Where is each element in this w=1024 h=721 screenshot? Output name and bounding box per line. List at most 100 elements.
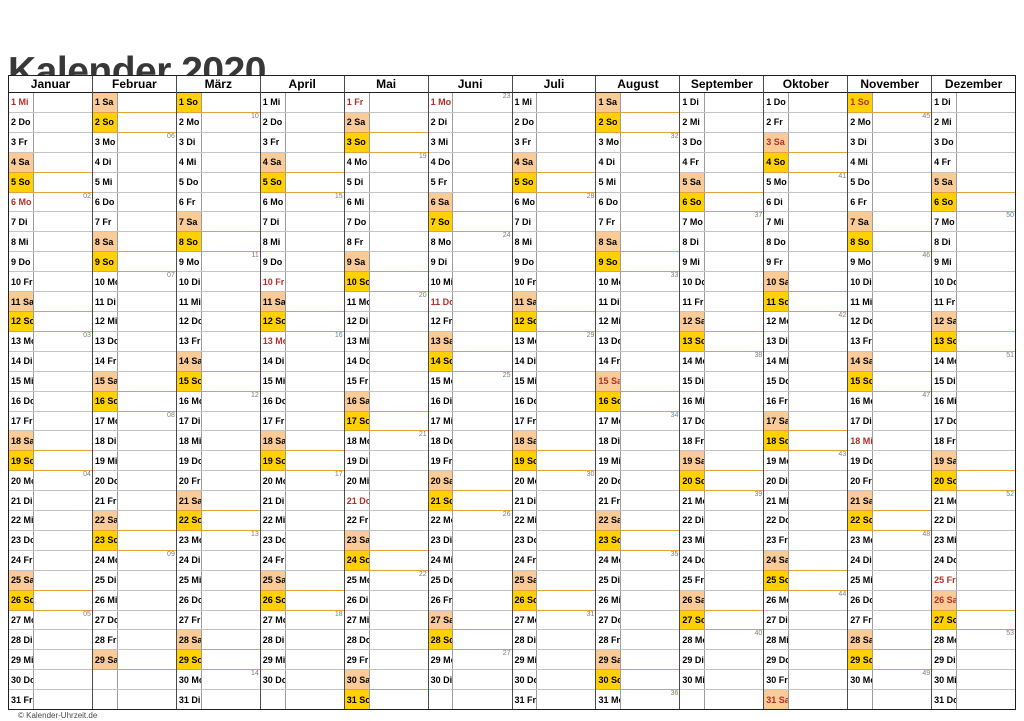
notes-cell (705, 650, 763, 669)
month-column-februar: Februar 1 Sa 2 So 3 Mo 06 4 Di 5 Mi 6 Do 7 Fr 8 S… (92, 76, 177, 710)
day-row: 10 Fr (512, 272, 596, 293)
notes-cell (789, 431, 847, 450)
notes-cell (873, 292, 931, 311)
day-label: 10 Fr (513, 272, 538, 292)
notes-cell (202, 173, 260, 192)
holiday-day-label: 1 Mo (429, 93, 454, 112)
day-row: 26 So (512, 590, 596, 611)
notes-cell (202, 511, 260, 530)
day-row: 10 Fr (9, 272, 92, 293)
day-label: 28 Sa (176, 630, 202, 650)
day-label: 12 Sa (932, 311, 958, 331)
notes-cell (957, 551, 1015, 570)
month-column-juni: Juni 1 Mo 23 2 Di 3 Mi 4 Do 5 Fr 6 Sa 7 So 8 Mo 24… (428, 76, 513, 710)
notes-cell (705, 113, 763, 132)
day-row: 18 So (764, 431, 848, 452)
day-row: 10 Fr (260, 272, 344, 293)
week-number: 46 (922, 252, 931, 260)
day-label: 18 Sa (260, 431, 286, 451)
notes-cell (370, 650, 428, 669)
day-row: 28 Sa (848, 630, 932, 651)
day-row: 24 Fr (512, 550, 596, 571)
day-label: 14 Do (345, 351, 370, 371)
day-label: 17 Di (848, 411, 874, 431)
day-row: 15 Sa (596, 371, 680, 392)
day-label: 23 Di (429, 530, 454, 550)
notes-cell (202, 491, 260, 510)
day-row: 30 So (596, 670, 680, 691)
day-row: 2 So (596, 112, 680, 133)
day-label: 29 Mi (513, 650, 538, 670)
day-row: 14 Fr (92, 351, 176, 372)
day-row: 11 So (764, 292, 848, 312)
day-row: 10 Di (176, 272, 260, 293)
day-label: 16 Fr (764, 391, 790, 411)
day-row: 9 Mi (680, 252, 764, 273)
notes-cell: 34 (621, 412, 679, 431)
notes-cell (118, 352, 176, 371)
day-label: 3 Mi (429, 132, 454, 152)
notes-cell (34, 352, 92, 371)
notes-cell (118, 451, 176, 470)
day-label: 21 Mi (764, 491, 790, 511)
day-row: 6 Mo 02 (9, 192, 92, 213)
day-label: 2 Mo (177, 112, 202, 132)
notes-cell (118, 252, 176, 271)
notes-cell (370, 591, 428, 610)
day-row: 14 Di (9, 351, 92, 372)
day-row: 16 Sa (344, 391, 428, 412)
day-label: 20 Do (596, 471, 622, 491)
notes-cell (621, 511, 679, 530)
month-column-juli: Juli 1 Mi 2 Do 3 Fr 4 Sa 5 So 6 Mo 28 7 Di 8 Mi 9 … (512, 76, 597, 710)
day-row: 17 Fr (512, 411, 596, 432)
month-rows: 1 Mi 2 Do 3 Fr 4 Sa 5 So 6 Mo 28 7 Di 8 Mi 9 Do 10… (512, 93, 596, 710)
day-row: 1 Mi (260, 93, 344, 113)
day-label: 14 Mi (764, 351, 790, 371)
month-column-august: August 1 Sa 2 So 3 Mo 32 4 Di 5 Mi 6 Do 7 Fr 8 Sa… (596, 76, 681, 710)
day-row: 15 Do (764, 371, 848, 392)
day-label: 8 So (176, 232, 202, 252)
day-label: 29 Sa (596, 650, 622, 670)
week-number: 36 (670, 690, 679, 698)
notes-cell (118, 332, 176, 351)
notes-cell (286, 630, 344, 649)
day-row: 23 So (92, 530, 176, 551)
day-label: 9 Mi (932, 252, 958, 272)
day-label: 6 Do (93, 192, 118, 212)
day-label: 28 Fr (596, 630, 622, 650)
day-row: 30 Mi (932, 670, 1016, 691)
day-label: 19 So (9, 451, 34, 471)
notes-cell (957, 412, 1015, 431)
day-row: 4 Fr (680, 152, 764, 173)
day-label: 6 Fr (848, 192, 874, 212)
notes-cell (202, 332, 260, 351)
notes-cell (957, 332, 1015, 351)
notes-cell (873, 153, 931, 172)
day-row: 18 Fr (932, 431, 1016, 452)
day-label: 14 So (428, 351, 454, 371)
day-label: 10 Mo (93, 272, 118, 292)
notes-cell: 18 (286, 611, 344, 630)
week-number: 19 (418, 152, 427, 160)
day-label: 20 So (932, 471, 958, 491)
day-label: 3 Di (848, 132, 874, 152)
day-label: 7 Mo (680, 212, 706, 232)
month-rows: 1 Fr 2 Sa 3 So 4 Mo 19 5 Di 6 Mi 7 Do 8 Fr 9 Sa 10… (344, 93, 428, 710)
notes-cell (705, 571, 763, 590)
notes-cell (873, 591, 931, 610)
day-row: 3 Do (680, 132, 764, 153)
notes-cell: 08 (118, 412, 176, 431)
notes-cell (286, 212, 344, 231)
day-row: 4 Mi (176, 152, 260, 173)
day-label: 12 Mo (764, 311, 790, 331)
notes-cell (286, 292, 344, 311)
day-row: 29 Di (932, 650, 1016, 671)
day-label: 28 Sa (848, 630, 874, 650)
day-row: 26 Mi (92, 590, 176, 611)
notes-cell (789, 571, 847, 590)
notes-cell (789, 471, 847, 490)
day-row: 27 Mo 31 (512, 610, 596, 631)
notes-cell (453, 630, 511, 649)
notes-cell (370, 133, 428, 152)
day-label: 3 Fr (513, 132, 538, 152)
